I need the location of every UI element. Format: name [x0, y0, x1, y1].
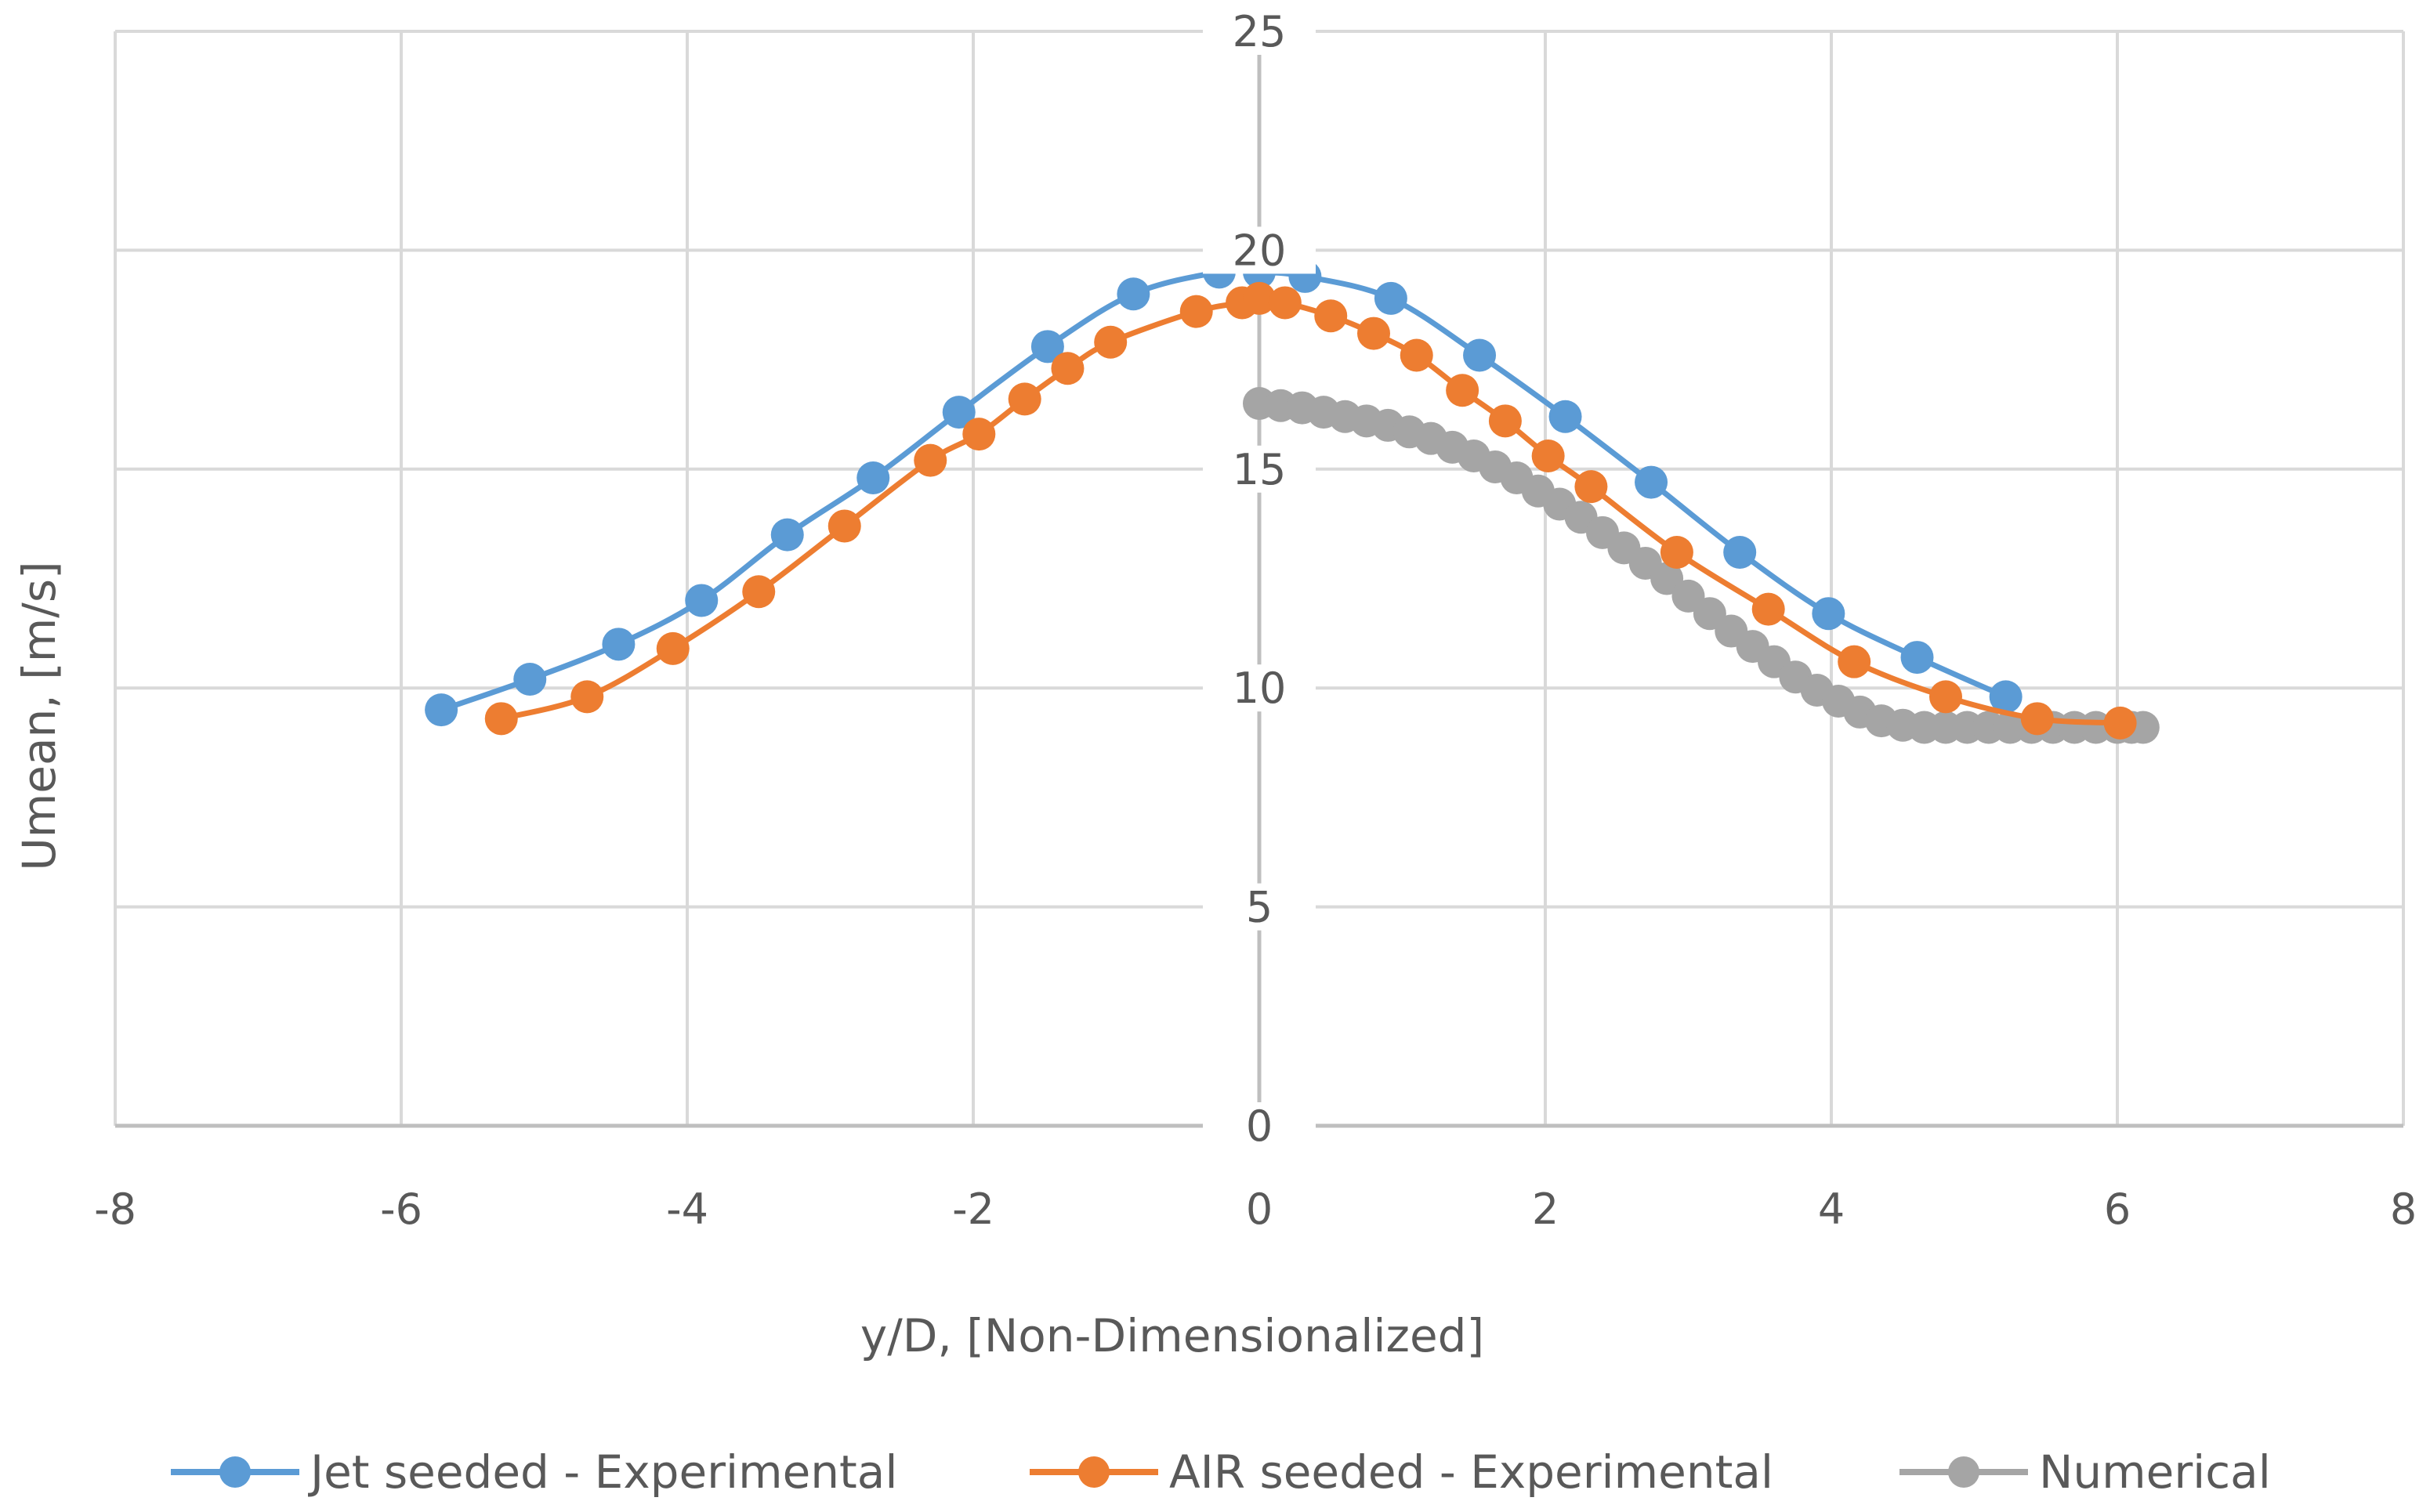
data-point-jet-seeded: [1374, 281, 1407, 315]
data-point-air-seeded: [742, 575, 776, 609]
data-point-air-seeded: [1574, 470, 1608, 504]
data-point-air-seeded: [2020, 702, 2054, 736]
data-point-air-seeded: [1929, 680, 1962, 714]
data-point-jet-seeded: [1548, 400, 1582, 433]
x-tick-label: -6: [380, 1185, 422, 1234]
x-tick-label: 2: [1532, 1185, 1559, 1234]
data-point-air-seeded: [1400, 338, 1433, 372]
legend-marker-jet-seeded: [219, 1456, 251, 1488]
y-tick-label-background: [1203, 883, 1316, 931]
x-tick-label: 0: [1246, 1185, 1273, 1234]
data-point-jet-seeded: [1635, 465, 1668, 499]
data-point-air-seeded: [2103, 706, 2137, 740]
legend-label-air-seeded: AIR seeded - Experimental: [1169, 1445, 1773, 1499]
x-tick-label: 6: [2104, 1185, 2131, 1234]
tick-labels: -8 -6 -4 -2 0 2 4 6 8 0 5 10 15 20 25: [94, 7, 2417, 1234]
y-axis-title: Umean, [m/s]: [13, 561, 66, 870]
legend-item-air-seeded: AIR seeded - Experimental: [1030, 1445, 1773, 1499]
y-tick-label: 20: [1233, 226, 1287, 275]
data-point-jet-seeded: [685, 584, 719, 617]
data-point-jet-seeded: [770, 518, 804, 552]
data-point-air-seeded: [1179, 295, 1213, 328]
data-point-air-seeded: [484, 702, 518, 736]
data-point-jet-seeded: [1989, 680, 2023, 714]
y-tick-label-background: [1203, 226, 1316, 274]
y-tick-label-background: [1203, 664, 1316, 712]
data-point-air-seeded: [828, 509, 861, 543]
y-tick-label-background: [1203, 8, 1316, 55]
data-point-air-seeded: [570, 680, 604, 714]
y-tick-label: 5: [1246, 883, 1273, 932]
data-point-jet-seeded: [1900, 641, 1934, 675]
data-point-air-seeded: [1268, 286, 1302, 320]
data-point-air-seeded: [1051, 352, 1085, 385]
x-tick-label: 4: [1818, 1185, 1845, 1234]
data-point-air-seeded: [914, 443, 947, 477]
data-point-air-seeded: [1357, 317, 1390, 350]
x-tick-label: 8: [2390, 1185, 2417, 1234]
y-tick-label-background: [1203, 445, 1316, 493]
series-numerical: [1243, 386, 2160, 744]
data-point-jet-seeded: [1812, 597, 1845, 631]
data-point-jet-seeded: [1117, 277, 1150, 311]
data-point-air-seeded: [1008, 382, 1041, 416]
data-point-air-seeded: [1751, 592, 1785, 626]
y-tick-label: 15: [1233, 445, 1287, 494]
series-layer: [425, 255, 2160, 744]
legend-item-jet-seeded: Jet seeded - Experimental: [171, 1445, 897, 1499]
data-point-air-seeded: [1243, 281, 1276, 315]
y-tick-label: 10: [1233, 664, 1287, 713]
y-tick-label: 0: [1246, 1101, 1273, 1151]
x-tick-label: -4: [666, 1185, 708, 1234]
data-point-air-seeded: [1446, 374, 1479, 407]
data-point-air-seeded: [1531, 439, 1565, 473]
legend-label-jet-seeded: Jet seeded - Experimental: [308, 1445, 897, 1499]
data-point-jet-seeded: [1463, 338, 1497, 372]
legend: Jet seeded - Experimental AIR seeded - E…: [171, 1445, 2271, 1499]
data-point-jet-seeded: [1030, 330, 1064, 364]
data-point-air-seeded: [962, 418, 996, 451]
x-tick-label: -8: [94, 1185, 136, 1234]
x-tick-label: -2: [952, 1185, 994, 1234]
data-point-jet-seeded: [425, 693, 458, 727]
data-point-air-seeded: [1094, 325, 1128, 359]
legend-marker-air-seeded: [1078, 1456, 1110, 1488]
data-point-jet-seeded: [513, 663, 547, 696]
y-tick-label: 25: [1233, 7, 1287, 56]
y-tick-label-background: [1203, 1102, 1316, 1149]
data-point-jet-seeded: [602, 628, 636, 661]
data-point-air-seeded: [1314, 299, 1348, 333]
x-axis-title: y/D, [Non-Dimensionalized]: [860, 1309, 1484, 1362]
data-point-air-seeded: [1838, 645, 1871, 678]
series-air-seeded: [484, 281, 2137, 740]
data-point-air-seeded: [1660, 535, 1693, 569]
data-point-jet-seeded: [856, 461, 890, 494]
data-point-jet-seeded: [942, 396, 976, 429]
legend-item-numerical: Numerical: [1899, 1445, 2271, 1499]
legend-label-numerical: Numerical: [2039, 1445, 2271, 1499]
data-point-air-seeded: [656, 631, 690, 665]
data-point-jet-seeded: [1723, 535, 1757, 569]
legend-marker-numerical: [1948, 1456, 1979, 1488]
data-point-air-seeded: [1488, 404, 1522, 438]
